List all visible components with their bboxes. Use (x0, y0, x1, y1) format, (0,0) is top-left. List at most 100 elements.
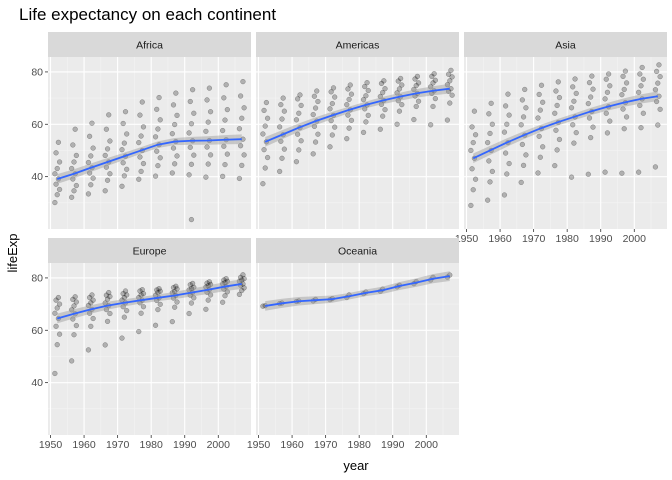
data-point (157, 155, 163, 161)
data-point (346, 96, 352, 103)
data-point (314, 88, 320, 94)
data-point (221, 277, 227, 283)
data-point (430, 103, 436, 110)
data-point (72, 126, 78, 132)
data-point (103, 164, 110, 170)
data-point (445, 71, 452, 77)
data-point (277, 168, 283, 175)
data-point (415, 98, 422, 104)
data-point (241, 285, 247, 291)
data-point (523, 105, 529, 111)
data-point (394, 90, 400, 96)
data-point (536, 133, 542, 139)
data-point (224, 289, 230, 295)
data-point (556, 136, 563, 143)
data-point (172, 121, 178, 128)
data-point (395, 78, 401, 84)
data-point (53, 323, 59, 330)
data-point (264, 154, 271, 161)
data-point (489, 168, 496, 175)
data-point (152, 322, 159, 328)
data-point (345, 112, 351, 118)
data-point (588, 94, 594, 100)
data-point (519, 141, 526, 148)
data-point (571, 140, 577, 146)
data-point (189, 87, 196, 93)
data-point (236, 126, 243, 132)
data-point (380, 113, 386, 119)
data-point (470, 139, 476, 146)
data-point (90, 175, 96, 181)
data-point (347, 82, 353, 88)
panel-background-americas (256, 57, 459, 229)
data-point (607, 83, 613, 89)
data-point (381, 78, 387, 84)
data-point (485, 139, 491, 146)
data-point (122, 109, 129, 115)
data-point (429, 73, 435, 80)
data-point (619, 92, 625, 98)
data-point (311, 123, 318, 130)
y-tick-label: 80 (31, 66, 43, 78)
data-point (488, 100, 494, 106)
data-point (279, 116, 285, 122)
data-point (573, 90, 579, 97)
x-tick-label: 1980 (139, 439, 163, 451)
data-point (262, 123, 268, 129)
y-axis-title: lifeExp (5, 233, 20, 272)
data-point (221, 143, 227, 149)
data-point (54, 165, 60, 172)
data-point (121, 140, 127, 146)
data-point (120, 290, 126, 297)
data-point (260, 131, 266, 137)
smooth-line-europe (56, 283, 242, 320)
data-point (657, 106, 663, 113)
data-point (169, 170, 175, 176)
data-point (586, 80, 593, 86)
data-point (88, 182, 94, 188)
data-point (156, 286, 162, 292)
data-point (52, 171, 58, 177)
data-point (88, 323, 94, 330)
data-point (296, 147, 302, 153)
data-point (602, 169, 608, 175)
data-point (655, 80, 661, 86)
data-point (157, 117, 163, 123)
smooth-line-oceania (265, 275, 450, 307)
data-point (152, 173, 159, 179)
data-point (241, 105, 247, 111)
data-point (502, 103, 509, 109)
x-tick-label: 1980 (347, 439, 371, 451)
data-point (568, 105, 575, 111)
data-point (138, 292, 144, 298)
data-point (348, 91, 355, 97)
data-point (55, 294, 62, 301)
x-tick-label: 1960 (72, 439, 96, 451)
data-point (297, 92, 303, 98)
data-point (207, 292, 214, 298)
data-point (204, 280, 210, 286)
data-point (154, 148, 160, 154)
data-point (169, 131, 175, 137)
data-point (136, 139, 142, 146)
data-point (472, 132, 479, 138)
strip-asia (464, 32, 667, 57)
data-point (501, 129, 508, 135)
data-point (55, 139, 62, 145)
data-point (107, 310, 113, 317)
data-point (119, 147, 125, 153)
data-point (622, 68, 629, 74)
data-point (137, 112, 143, 118)
data-point (382, 86, 388, 92)
x-tick-label: 2000 (415, 439, 439, 451)
data-point (621, 126, 627, 132)
data-point (124, 292, 130, 298)
data-point (537, 107, 543, 113)
data-point (328, 89, 334, 95)
data-point (71, 332, 77, 338)
data-point (172, 161, 178, 167)
data-point (568, 174, 575, 180)
data-point (540, 99, 546, 105)
data-point (154, 106, 160, 113)
data-point (106, 112, 112, 118)
